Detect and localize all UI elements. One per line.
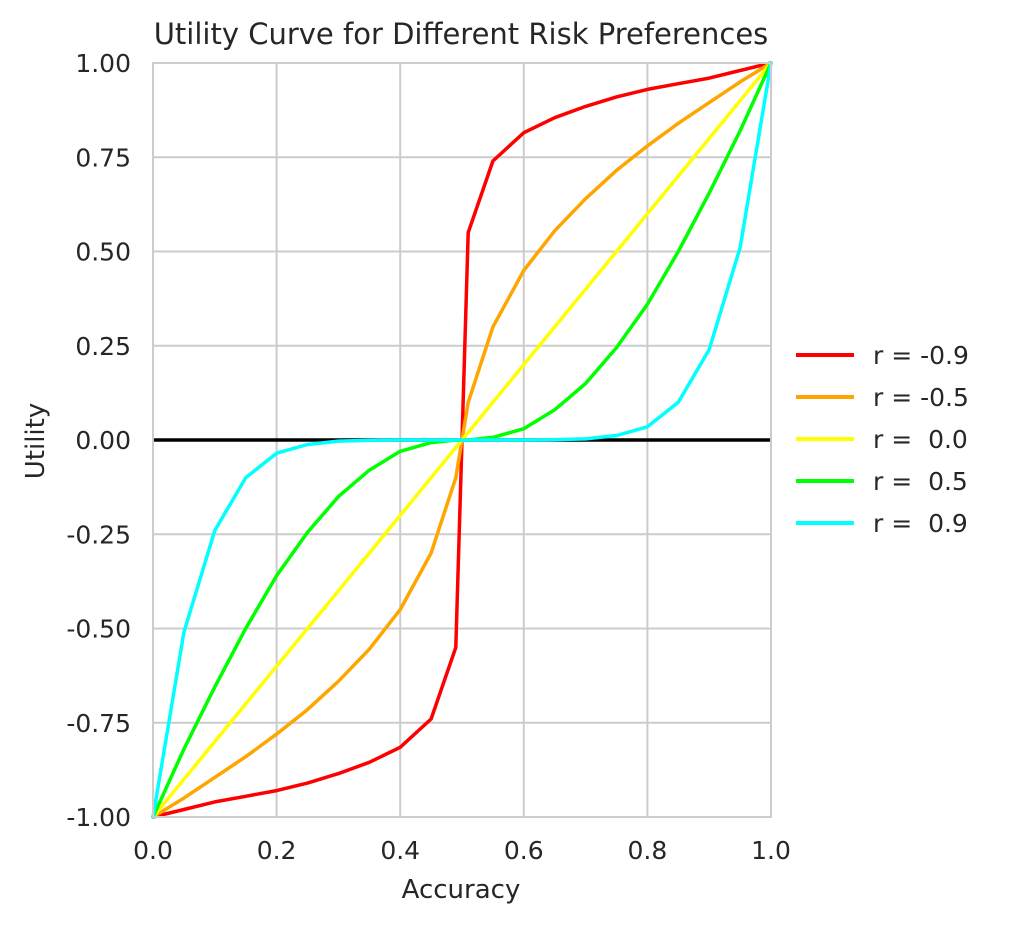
series-lines [151, 61, 773, 819]
legend-label: r = 0.5 [873, 467, 968, 496]
legend-label: r = -0.9 [873, 341, 969, 370]
x-tick-label: 0.2 [257, 836, 297, 865]
y-tick-label: -0.25 [66, 520, 131, 549]
legend-label: r = -0.5 [873, 383, 969, 412]
series-line [151, 61, 773, 819]
legend-label: r = 0.9 [873, 509, 968, 538]
y-tick-label: 0.50 [75, 238, 131, 267]
y-axis-title: Utility [21, 403, 51, 479]
y-tick-label: -0.75 [66, 709, 131, 738]
legend: r = -0.9 r = -0.5 r = 0.0 r = 0.5 r = 0.9 [796, 341, 969, 538]
plot-frame [152, 62, 772, 818]
x-axis-title: Accuracy [402, 875, 521, 905]
legend-label: r = 0.0 [873, 425, 968, 454]
y-tick-label: -1.00 [66, 803, 131, 832]
x-tick-label: 0.6 [504, 836, 544, 865]
x-tick-label: 1.0 [751, 836, 791, 865]
y-tick-labels: 1.00 0.75 0.50 0.25 0.00 -0.25 -0.50 -0.75 -1.00 [66, 49, 131, 832]
x-tick-label: 0.8 [628, 836, 668, 865]
y-tick-label: -0.50 [66, 615, 131, 644]
y-tick-label: 1.00 [75, 49, 131, 78]
y-tick-label: 0.75 [75, 143, 131, 172]
x-tick-label: 0.4 [380, 836, 420, 865]
x-tick-label: 0.0 [133, 836, 173, 865]
y-tick-label: 0.00 [75, 426, 131, 455]
y-tick-label: 0.25 [75, 332, 131, 361]
chart-title: Utility Curve for Different Risk Prefere… [154, 17, 769, 51]
x-tick-labels: 0.0 0.2 0.4 0.6 0.8 1.0 [133, 836, 791, 865]
